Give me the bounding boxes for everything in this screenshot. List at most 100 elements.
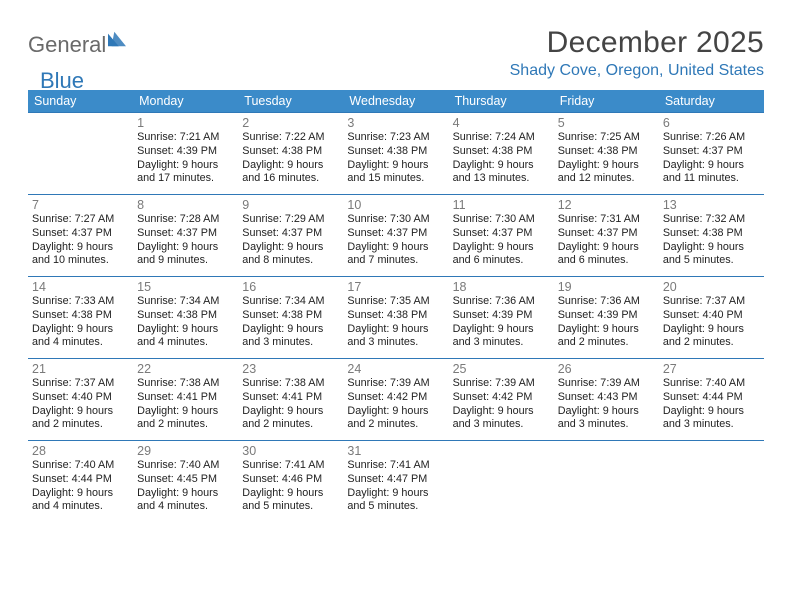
day-info: Sunrise: 7:31 AMSunset: 4:37 PMDaylight:… <box>558 213 655 268</box>
day-info: Sunrise: 7:25 AMSunset: 4:38 PMDaylight:… <box>558 131 655 186</box>
calendar-day-cell: 1Sunrise: 7:21 AMSunset: 4:39 PMDaylight… <box>133 113 238 195</box>
day-info: Sunrise: 7:24 AMSunset: 4:38 PMDaylight:… <box>453 131 550 186</box>
calendar-day-cell: 13Sunrise: 7:32 AMSunset: 4:38 PMDayligh… <box>659 195 764 277</box>
day-info: Sunrise: 7:37 AMSunset: 4:40 PMDaylight:… <box>32 377 129 432</box>
calendar-week-row: 7Sunrise: 7:27 AMSunset: 4:37 PMDaylight… <box>28 195 764 277</box>
calendar-day-cell: 29Sunrise: 7:40 AMSunset: 4:45 PMDayligh… <box>133 441 238 523</box>
calendar-day-cell: 5Sunrise: 7:25 AMSunset: 4:38 PMDaylight… <box>554 113 659 195</box>
calendar-day-cell: 31Sunrise: 7:41 AMSunset: 4:47 PMDayligh… <box>343 441 448 523</box>
day-info: Sunrise: 7:32 AMSunset: 4:38 PMDaylight:… <box>663 213 760 268</box>
day-info: Sunrise: 7:40 AMSunset: 4:44 PMDaylight:… <box>663 377 760 432</box>
day-info: Sunrise: 7:35 AMSunset: 4:38 PMDaylight:… <box>347 295 444 350</box>
calendar-day-cell: 9Sunrise: 7:29 AMSunset: 4:37 PMDaylight… <box>238 195 343 277</box>
day-info: Sunrise: 7:21 AMSunset: 4:39 PMDaylight:… <box>137 131 234 186</box>
weekday-header: Wednesday <box>343 90 448 113</box>
calendar-day-cell: 30Sunrise: 7:41 AMSunset: 4:46 PMDayligh… <box>238 441 343 523</box>
day-number: 10 <box>347 198 444 212</box>
calendar-day-cell: 24Sunrise: 7:39 AMSunset: 4:42 PMDayligh… <box>343 359 448 441</box>
day-number: 11 <box>453 198 550 212</box>
day-info: Sunrise: 7:34 AMSunset: 4:38 PMDaylight:… <box>137 295 234 350</box>
calendar-day-cell <box>449 441 554 523</box>
day-info: Sunrise: 7:41 AMSunset: 4:46 PMDaylight:… <box>242 459 339 514</box>
logo-word-2: Blue <box>40 68 84 94</box>
calendar-day-cell: 6Sunrise: 7:26 AMSunset: 4:37 PMDaylight… <box>659 113 764 195</box>
calendar-day-cell: 25Sunrise: 7:39 AMSunset: 4:42 PMDayligh… <box>449 359 554 441</box>
day-number: 31 <box>347 444 444 458</box>
day-number: 28 <box>32 444 129 458</box>
day-number: 6 <box>663 116 760 130</box>
calendar-day-cell: 8Sunrise: 7:28 AMSunset: 4:37 PMDaylight… <box>133 195 238 277</box>
calendar-day-cell: 12Sunrise: 7:31 AMSunset: 4:37 PMDayligh… <box>554 195 659 277</box>
calendar-day-cell: 26Sunrise: 7:39 AMSunset: 4:43 PMDayligh… <box>554 359 659 441</box>
day-number: 8 <box>137 198 234 212</box>
day-info: Sunrise: 7:39 AMSunset: 4:43 PMDaylight:… <box>558 377 655 432</box>
day-number: 30 <box>242 444 339 458</box>
day-info: Sunrise: 7:27 AMSunset: 4:37 PMDaylight:… <box>32 213 129 268</box>
day-number: 7 <box>32 198 129 212</box>
weekday-header-row: Sunday Monday Tuesday Wednesday Thursday… <box>28 90 764 113</box>
calendar-day-cell: 3Sunrise: 7:23 AMSunset: 4:38 PMDaylight… <box>343 113 448 195</box>
header: General December 2025 Shady Cove, Oregon… <box>28 26 764 80</box>
day-info: Sunrise: 7:38 AMSunset: 4:41 PMDaylight:… <box>137 377 234 432</box>
calendar-day-cell: 20Sunrise: 7:37 AMSunset: 4:40 PMDayligh… <box>659 277 764 359</box>
calendar-day-cell: 7Sunrise: 7:27 AMSunset: 4:37 PMDaylight… <box>28 195 133 277</box>
day-number: 15 <box>137 280 234 294</box>
calendar-week-row: 21Sunrise: 7:37 AMSunset: 4:40 PMDayligh… <box>28 359 764 441</box>
calendar-day-cell: 2Sunrise: 7:22 AMSunset: 4:38 PMDaylight… <box>238 113 343 195</box>
calendar-day-cell: 23Sunrise: 7:38 AMSunset: 4:41 PMDayligh… <box>238 359 343 441</box>
calendar-day-cell: 10Sunrise: 7:30 AMSunset: 4:37 PMDayligh… <box>343 195 448 277</box>
day-number: 16 <box>242 280 339 294</box>
day-info: Sunrise: 7:30 AMSunset: 4:37 PMDaylight:… <box>347 213 444 268</box>
day-info: Sunrise: 7:23 AMSunset: 4:38 PMDaylight:… <box>347 131 444 186</box>
calendar-table: Sunday Monday Tuesday Wednesday Thursday… <box>28 90 764 523</box>
day-number: 12 <box>558 198 655 212</box>
calendar-day-cell: 16Sunrise: 7:34 AMSunset: 4:38 PMDayligh… <box>238 277 343 359</box>
calendar-day-cell <box>554 441 659 523</box>
day-info: Sunrise: 7:28 AMSunset: 4:37 PMDaylight:… <box>137 213 234 268</box>
calendar-day-cell: 19Sunrise: 7:36 AMSunset: 4:39 PMDayligh… <box>554 277 659 359</box>
day-info: Sunrise: 7:29 AMSunset: 4:37 PMDaylight:… <box>242 213 339 268</box>
weekday-header: Friday <box>554 90 659 113</box>
day-info: Sunrise: 7:34 AMSunset: 4:38 PMDaylight:… <box>242 295 339 350</box>
day-info: Sunrise: 7:41 AMSunset: 4:47 PMDaylight:… <box>347 459 444 514</box>
calendar-day-cell: 18Sunrise: 7:36 AMSunset: 4:39 PMDayligh… <box>449 277 554 359</box>
title-block: December 2025 Shady Cove, Oregon, United… <box>510 26 764 80</box>
weekday-header: Monday <box>133 90 238 113</box>
day-number: 13 <box>663 198 760 212</box>
day-number: 23 <box>242 362 339 376</box>
day-number: 17 <box>347 280 444 294</box>
calendar-day-cell: 27Sunrise: 7:40 AMSunset: 4:44 PMDayligh… <box>659 359 764 441</box>
day-number: 4 <box>453 116 550 130</box>
day-number: 22 <box>137 362 234 376</box>
day-number: 24 <box>347 362 444 376</box>
calendar-day-cell <box>659 441 764 523</box>
day-info: Sunrise: 7:40 AMSunset: 4:45 PMDaylight:… <box>137 459 234 514</box>
day-number: 14 <box>32 280 129 294</box>
month-title: December 2025 <box>510 26 764 60</box>
day-info: Sunrise: 7:40 AMSunset: 4:44 PMDaylight:… <box>32 459 129 514</box>
calendar-day-cell: 21Sunrise: 7:37 AMSunset: 4:40 PMDayligh… <box>28 359 133 441</box>
calendar-day-cell: 17Sunrise: 7:35 AMSunset: 4:38 PMDayligh… <box>343 277 448 359</box>
day-info: Sunrise: 7:36 AMSunset: 4:39 PMDaylight:… <box>558 295 655 350</box>
day-info: Sunrise: 7:38 AMSunset: 4:41 PMDaylight:… <box>242 377 339 432</box>
day-number: 19 <box>558 280 655 294</box>
day-number: 29 <box>137 444 234 458</box>
day-number: 27 <box>663 362 760 376</box>
day-info: Sunrise: 7:37 AMSunset: 4:40 PMDaylight:… <box>663 295 760 350</box>
calendar-week-row: 28Sunrise: 7:40 AMSunset: 4:44 PMDayligh… <box>28 441 764 523</box>
day-number: 1 <box>137 116 234 130</box>
calendar-day-cell: 22Sunrise: 7:38 AMSunset: 4:41 PMDayligh… <box>133 359 238 441</box>
day-info: Sunrise: 7:33 AMSunset: 4:38 PMDaylight:… <box>32 295 129 350</box>
logo-triangle-icon <box>108 31 126 47</box>
weekday-header: Saturday <box>659 90 764 113</box>
weekday-header: Thursday <box>449 90 554 113</box>
day-number: 9 <box>242 198 339 212</box>
day-number: 2 <box>242 116 339 130</box>
weekday-header: Tuesday <box>238 90 343 113</box>
calendar-week-row: 14Sunrise: 7:33 AMSunset: 4:38 PMDayligh… <box>28 277 764 359</box>
day-number: 21 <box>32 362 129 376</box>
calendar-day-cell: 28Sunrise: 7:40 AMSunset: 4:44 PMDayligh… <box>28 441 133 523</box>
day-info: Sunrise: 7:36 AMSunset: 4:39 PMDaylight:… <box>453 295 550 350</box>
day-info: Sunrise: 7:39 AMSunset: 4:42 PMDaylight:… <box>347 377 444 432</box>
day-info: Sunrise: 7:30 AMSunset: 4:37 PMDaylight:… <box>453 213 550 268</box>
